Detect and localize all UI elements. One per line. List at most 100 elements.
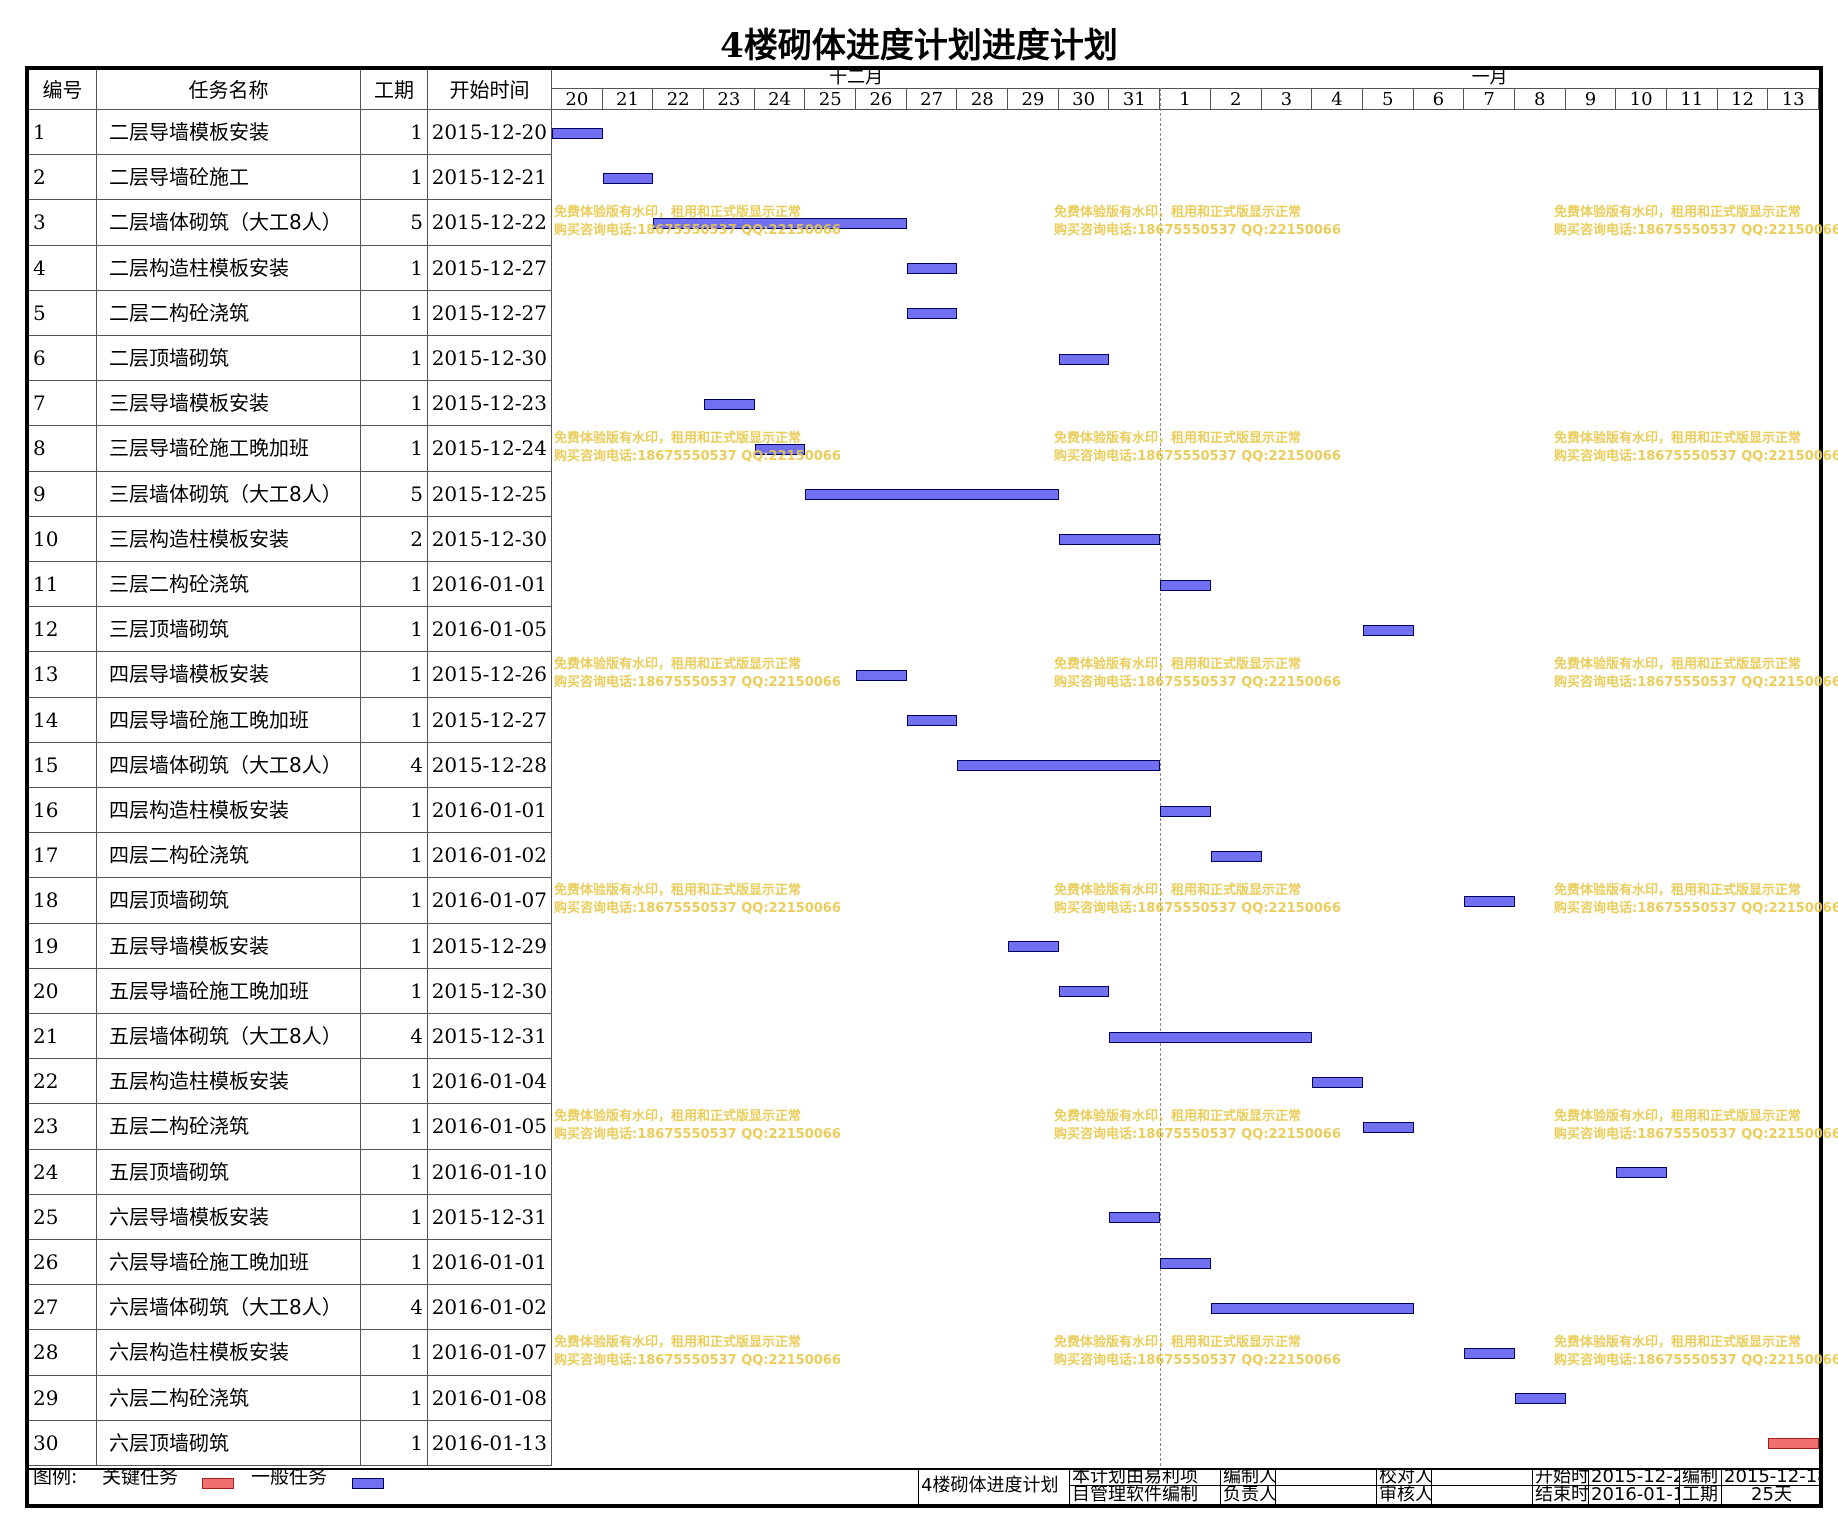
task-no-cell: 9 (29, 471, 97, 517)
task-no-cell: 23 (29, 1104, 97, 1150)
task-bar (1312, 1076, 1363, 1088)
footer-made-value: 2015-12-18 (1721, 1468, 1819, 1486)
task-name-cell: 二层导墙砼施工 (97, 155, 361, 201)
day-tick-label: 5 (1362, 88, 1414, 110)
task-no-cell: 15 (29, 742, 97, 788)
task-bar (1464, 1348, 1515, 1359)
footer-blank-cell (1431, 1468, 1532, 1486)
day-tick-label: 21 (602, 88, 654, 110)
watermark-line-1: 免费体验版有水印，租用和正式版显示正常 (554, 883, 802, 899)
task-start-cell: 2016-01-01 (428, 788, 552, 834)
task-duration-cell: 4 (361, 1285, 428, 1331)
watermark-line-2: 购买咨询电话:18675550537 QQ:22150066 (1554, 675, 1838, 691)
watermark-text: 免费体验版有水印，租用和正式版显示正常 购买咨询电话:18675550537 QQ… (1054, 430, 1341, 466)
watermark-line-2: 购买咨询电话:18675550537 QQ:22150066 (1054, 1127, 1341, 1143)
day-tick-label: 31 (1109, 88, 1161, 110)
task-start-cell: 2015-12-22 (428, 200, 552, 246)
task-start-cell: 2015-12-23 (428, 381, 552, 427)
task-bar (856, 670, 907, 681)
task-start-cell: 2016-01-07 (428, 1330, 552, 1376)
task-start-cell: 2015-12-20 (428, 110, 552, 156)
task-no-cell: 24 (29, 1149, 97, 1195)
task-name-cell: 六层导墙砼施工晚加班 (97, 1240, 361, 1286)
watermark-text: 免费体验版有水印，租用和正式版显示正常 购买咨询电话:18675550537 QQ… (1554, 1334, 1838, 1370)
day-tick-label: 27 (906, 88, 958, 110)
task-start-cell: 2015-12-24 (428, 426, 552, 472)
watermark-text: 免费体验版有水印，租用和正式版显示正常 购买咨询电话:18675550537 QQ… (1554, 882, 1838, 918)
task-duration-cell: 1 (361, 923, 428, 969)
task-name-cell: 四层墙体砌筑（大工8人） (97, 742, 361, 788)
task-duration-cell: 1 (361, 788, 428, 834)
day-tick-label: 1 (1160, 88, 1211, 110)
legend-normal-label: 一般任务 (251, 1468, 328, 1486)
task-no-cell: 5 (29, 290, 97, 336)
watermark-text: 免费体验版有水印，租用和正式版显示正常 购买咨询电话:18675550537 QQ… (1554, 204, 1838, 240)
task-name-cell: 四层导墙砼施工晚加班 (97, 697, 361, 743)
task-start-cell: 2015-12-27 (428, 697, 552, 743)
task-name-cell: 五层导墙模板安装 (97, 923, 361, 969)
task-name-cell: 四层顶墙砌筑 (97, 878, 361, 924)
task-start-cell: 2015-12-27 (428, 245, 552, 291)
day-tick-label: 13 (1768, 88, 1819, 110)
day-tick-label: 26 (856, 88, 907, 110)
task-bar (1058, 986, 1110, 998)
task-start-cell: 2015-12-31 (428, 1194, 552, 1240)
watermark-line-1: 免费体验版有水印，租用和正式版显示正常 (554, 205, 802, 221)
watermark-line-1: 免费体验版有水印，租用和正式版显示正常 (1054, 431, 1302, 447)
task-start-cell: 2015-12-30 (428, 516, 552, 562)
legend-critical-swatch (202, 1478, 234, 1489)
task-bar (1160, 1257, 1211, 1269)
task-duration-cell: 1 (361, 1059, 428, 1105)
task-no-cell: 27 (29, 1285, 97, 1331)
task-no-cell: 14 (29, 697, 97, 743)
footer-owner: 负责人 (1220, 1486, 1275, 1504)
watermark-text: 免费体验版有水印，租用和正式版显示正常 购买咨询电话:18675550537 QQ… (554, 882, 841, 918)
task-duration-cell: 1 (361, 697, 428, 743)
task-duration-cell: 1 (361, 1194, 428, 1240)
footer-checker: 校对人 (1376, 1468, 1431, 1486)
task-name-cell: 六层顶墙砌筑 (97, 1420, 361, 1466)
month-divider-line (1160, 88, 1162, 1466)
task-duration-cell: 1 (361, 155, 428, 201)
watermark-line-1: 免费体验版有水印，租用和正式版显示正常 (1554, 883, 1802, 899)
task-duration-cell: 1 (361, 110, 428, 156)
watermark-line-1: 免费体验版有水印，租用和正式版显示正常 (1054, 657, 1302, 673)
watermark-text: 免费体验版有水印，租用和正式版显示正常 购买咨询电话:18675550537 QQ… (554, 1334, 841, 1370)
task-bar (1058, 534, 1161, 546)
watermark-line-1: 免费体验版有水印，租用和正式版显示正常 (1054, 205, 1302, 221)
month-label: 一月 (1471, 67, 1508, 88)
task-name-cell: 四层构造柱模板安装 (97, 788, 361, 834)
task-name-cell: 六层二构砼浇筑 (97, 1375, 361, 1421)
task-bar (906, 715, 958, 727)
task-name-cell: 四层导墙模板安装 (97, 652, 361, 698)
watermark-text: 免费体验版有水印，租用和正式版显示正常 购买咨询电话:18675550537 QQ… (1554, 1108, 1838, 1144)
task-no-cell: 20 (29, 968, 97, 1014)
task-name-cell: 五层顶墙砌筑 (97, 1149, 361, 1195)
task-start-cell: 2016-01-04 (428, 1059, 552, 1105)
day-tick-label: 30 (1058, 88, 1110, 110)
task-start-cell: 2016-01-02 (428, 833, 552, 879)
task-start-cell: 2016-01-01 (428, 562, 552, 608)
task-bar (957, 760, 1161, 772)
task-start-cell: 2016-01-08 (428, 1375, 552, 1421)
watermark-line-2: 购买咨询电话:18675550537 QQ:22150066 (1054, 1353, 1341, 1369)
task-duration-cell: 1 (361, 290, 428, 336)
watermark-text: 免费体验版有水印，租用和正式版显示正常 购买咨询电话:18675550537 QQ… (1054, 656, 1341, 692)
task-duration-cell: 5 (361, 471, 428, 517)
task-name-cell: 六层导墙模板安装 (97, 1194, 361, 1240)
footer-note-line1: 本计划由易利项 (1069, 1468, 1220, 1486)
day-tick-label: 12 (1717, 88, 1769, 110)
task-bar (1362, 1122, 1414, 1133)
watermark-line-1: 免费体验版有水印，租用和正式版显示正常 (554, 657, 802, 673)
task-name-cell: 二层构造柱模板安装 (97, 245, 361, 291)
task-duration-cell: 4 (361, 742, 428, 788)
watermark-text: 免费体验版有水印，租用和正式版显示正常 购买咨询电话:18675550537 QQ… (1054, 882, 1341, 918)
task-bar (1464, 896, 1515, 907)
legend-label: 图例: (33, 1468, 78, 1486)
task-duration-cell: 1 (361, 968, 428, 1014)
task-no-cell: 12 (29, 607, 97, 653)
column-header-start: 开始时间 (428, 70, 552, 110)
watermark-line-1: 免费体验版有水印，租用和正式版显示正常 (1554, 657, 1802, 673)
gantt-frame: 编号 任务名称 工期 开始时间 1 二层导墙模板安装 1 2015-12-20 2 二层导墙砼施工… (25, 66, 1838, 1508)
task-no-cell: 8 (29, 426, 97, 472)
